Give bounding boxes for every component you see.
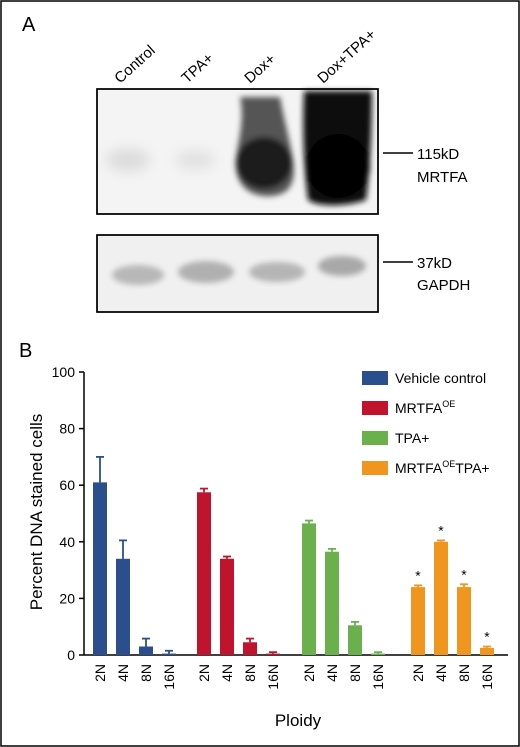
lane-label-dox: Dox+ [241, 50, 279, 87]
y-tick-label: 100 [52, 364, 76, 380]
bar [116, 558, 130, 655]
y-axis-title: Percent DNA stained cells [27, 414, 46, 611]
legend-swatch [362, 461, 388, 475]
bar [457, 587, 471, 655]
gapdh-band-dox [249, 262, 305, 282]
gapdh-band-control [112, 265, 164, 285]
x-tick-label: 4N [219, 664, 235, 682]
x-axis-title: Ploidy [275, 711, 322, 730]
y-tick-label: 20 [59, 590, 75, 606]
mrtfa-band-dox-tpa [303, 91, 372, 206]
x-tick-label: 16N [479, 664, 495, 690]
bar [93, 482, 107, 655]
x-tick-label: 2N [301, 664, 317, 682]
x-tick-label: 8N [242, 664, 258, 682]
x-tick-label: 16N [370, 664, 386, 690]
bar [371, 653, 385, 655]
lane-label-control: Control [111, 42, 158, 87]
significance-marker: * [484, 629, 490, 645]
x-tick-label: 2N [196, 664, 212, 682]
bar [302, 523, 316, 655]
x-tick-label: 8N [347, 664, 363, 682]
lane-label-dox-tpa: Dox+TPA+ [314, 26, 379, 87]
mrtfa-band-tpa [175, 150, 215, 170]
gapdh-blot: 37kD GAPDH [96, 234, 470, 313]
x-tick-label: 2N [92, 664, 108, 682]
y-tick-label: 60 [59, 477, 75, 493]
x-tick-label: 4N [324, 664, 340, 682]
legend-label: MRTFAOE [395, 399, 455, 416]
bar [162, 653, 176, 655]
bar [325, 551, 339, 655]
gapdh-band-tpa [178, 261, 234, 283]
mrtfa-blot: 115kD MRTFA [96, 88, 468, 215]
y-tick-label: 0 [67, 647, 75, 663]
legend-swatch [362, 401, 388, 415]
bar [480, 647, 494, 655]
gapdh-name-label: GAPDH [417, 277, 470, 294]
bar [348, 625, 362, 655]
significance-marker: * [461, 566, 467, 582]
legend-swatch [362, 431, 388, 445]
bar [243, 642, 257, 655]
bar-chart: 0 20 40 60 80 100 2N 4N 8N 16N 2N 4N 8N 16N 2N 4N 8N 16N *… [52, 364, 508, 690]
legend-label: Vehicle control [395, 370, 486, 386]
bar [220, 558, 234, 655]
bar [197, 492, 211, 655]
lane-labels: Control TPA+ Dox+ Dox+TPA+ [111, 26, 379, 87]
mrtfa-size-label: 115kD [417, 146, 459, 163]
bar [434, 541, 448, 655]
x-tick-label: 4N [115, 664, 131, 682]
x-tick-label: 16N [161, 664, 177, 690]
legend-swatch [362, 371, 388, 385]
panel-a-letter: A [22, 14, 36, 36]
legend-label: MRTFAOETPA+ [395, 459, 490, 476]
bar [139, 646, 153, 655]
bar [266, 653, 280, 655]
mrtfa-band-dox [235, 97, 294, 197]
y-tick-label: 40 [59, 534, 75, 550]
significance-marker: * [415, 567, 421, 583]
mrtfa-band-control [106, 148, 150, 172]
panel-b-letter: B [19, 340, 32, 362]
gapdh-band-dox-tpa [318, 256, 366, 276]
gapdh-size-label: 37kD [417, 255, 452, 272]
lane-label-tpa: TPA+ [178, 50, 217, 87]
x-tick-label: 4N [433, 664, 449, 682]
x-tick-label: 2N [410, 664, 426, 682]
x-tick-label: 8N [456, 664, 472, 682]
bar [411, 587, 425, 655]
y-tick-label: 80 [59, 421, 75, 437]
significance-marker: * [438, 522, 444, 538]
x-tick-label: 16N [265, 664, 281, 690]
legend-label: TPA+ [395, 430, 429, 446]
mrtfa-name-label: MRTFA [417, 169, 468, 186]
x-tick-label: 8N [138, 664, 154, 682]
